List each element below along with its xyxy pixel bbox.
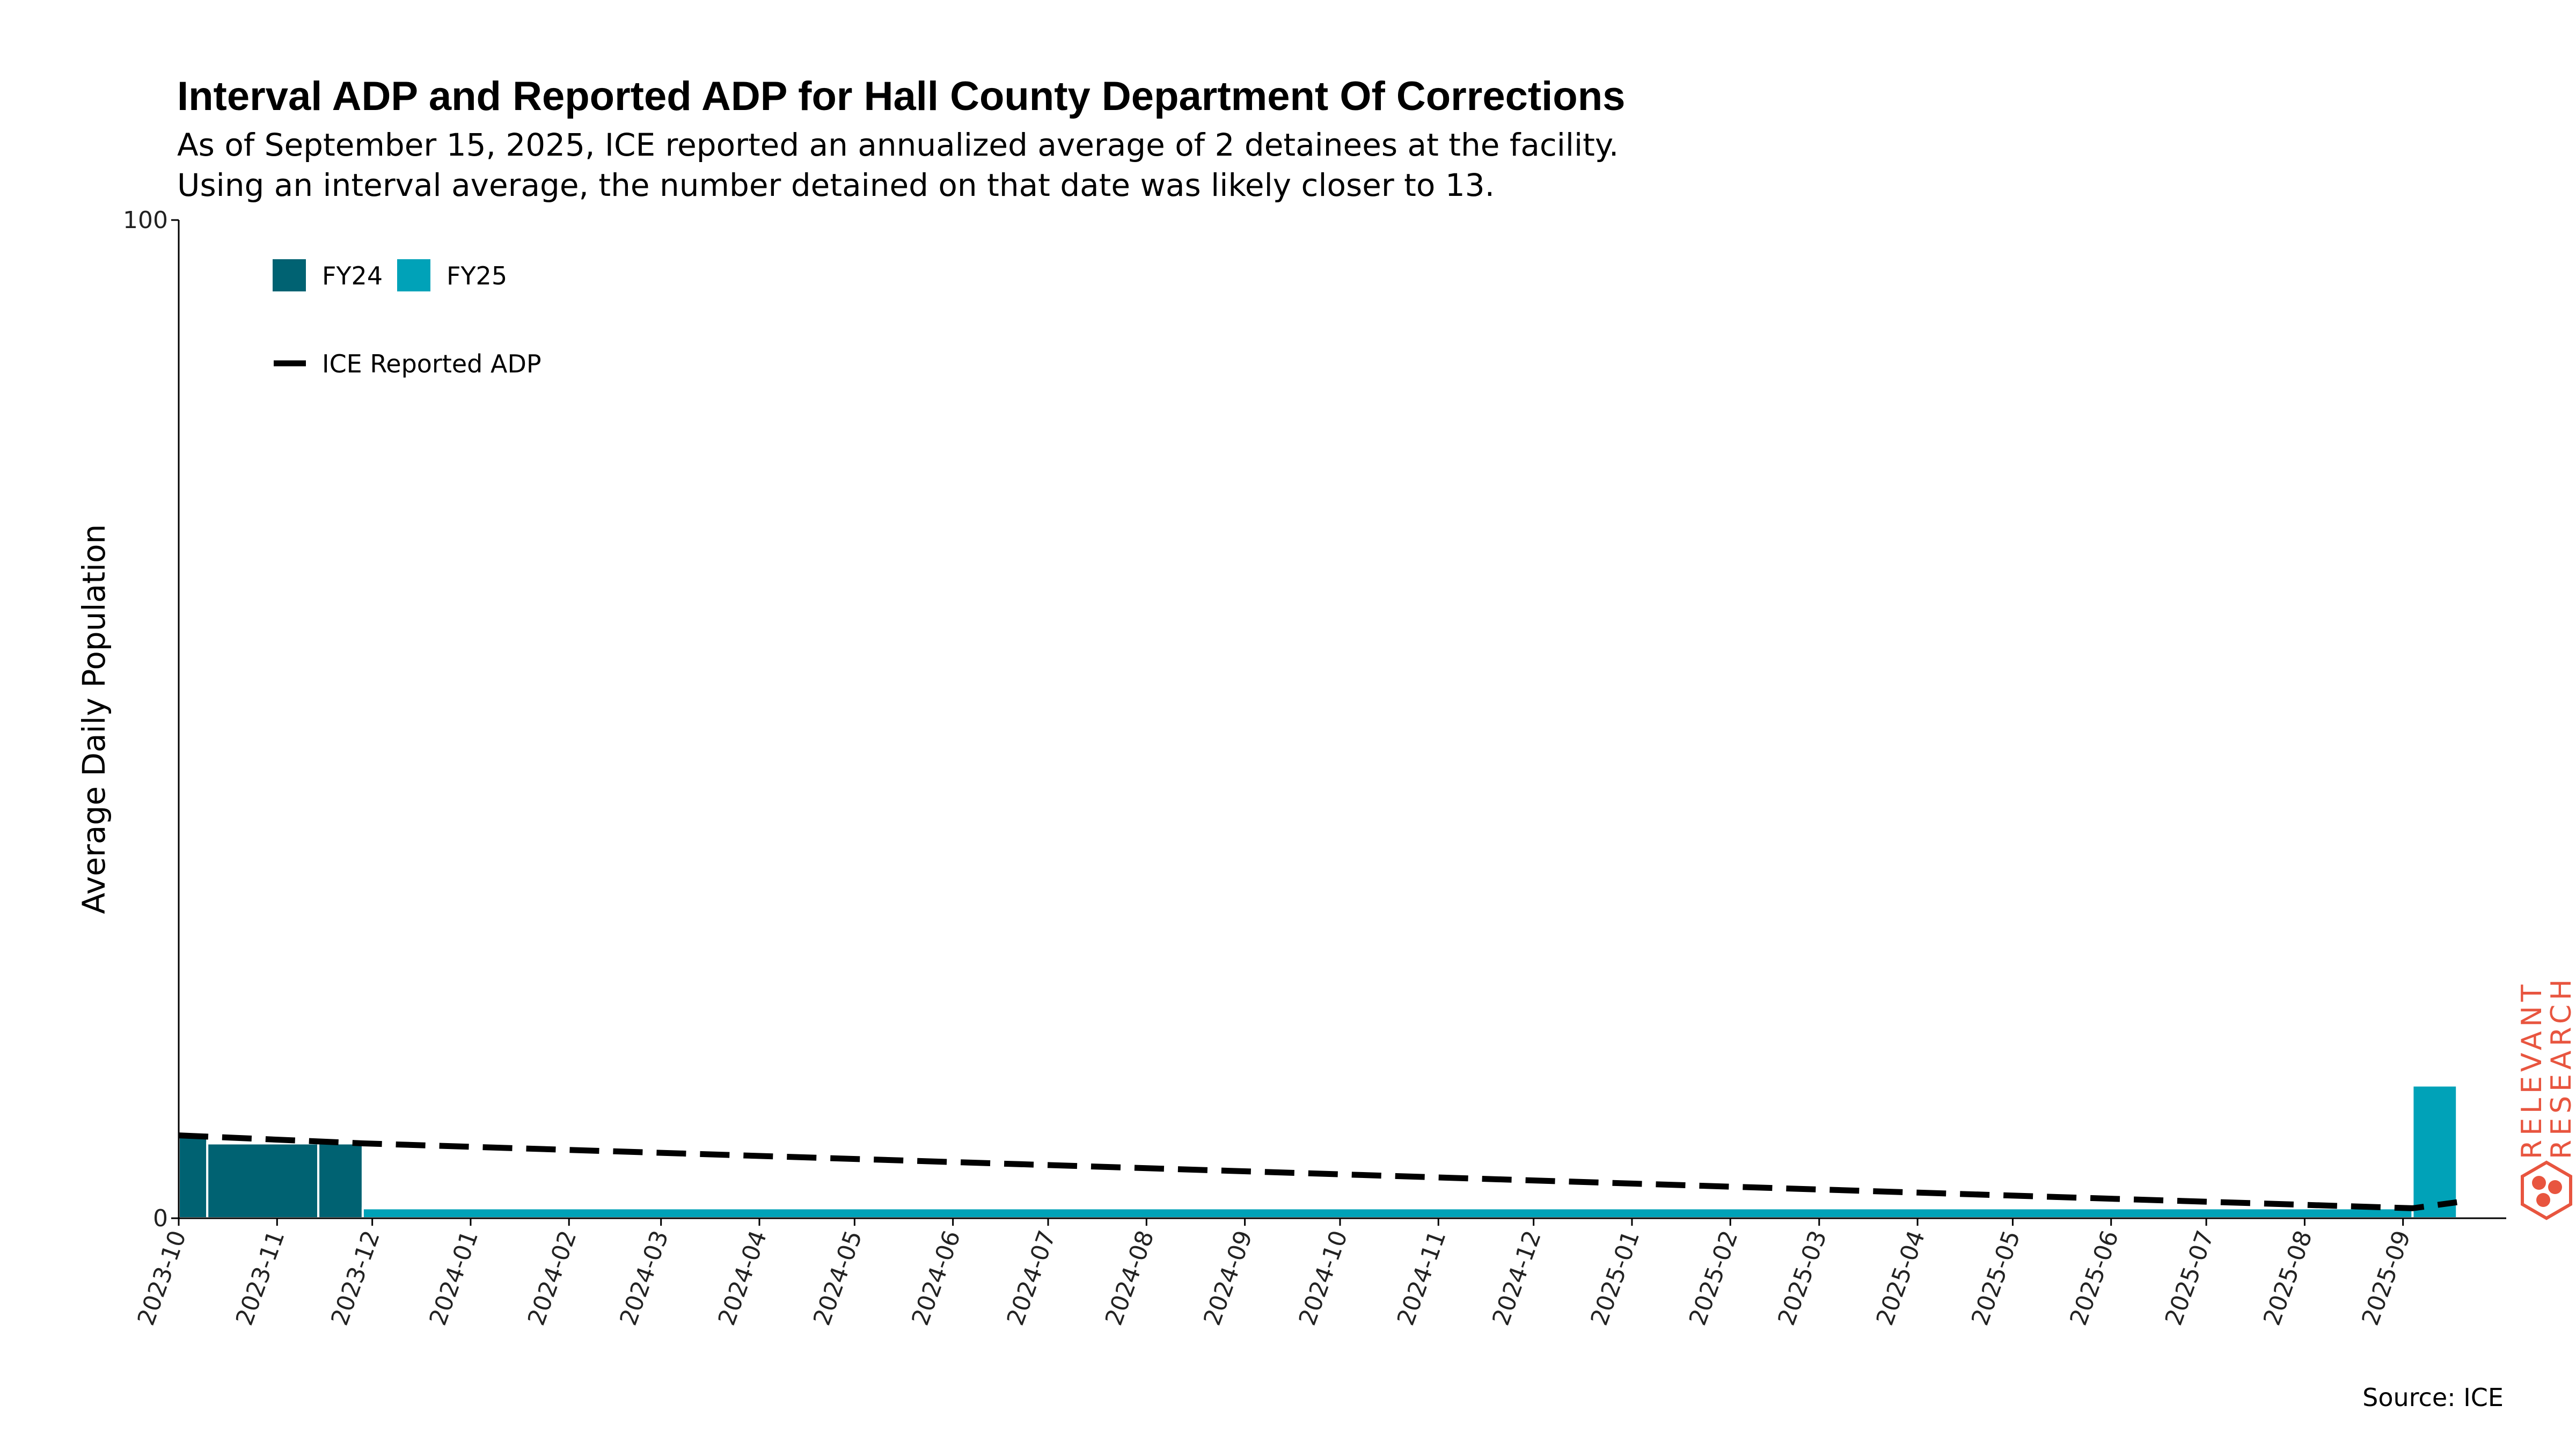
brand-hexagon-icon <box>2521 1160 2572 1220</box>
y-tick-label-1: 100 <box>123 207 168 234</box>
chart-subtitle-line-2: Using an interval average, the number de… <box>177 167 1495 203</box>
y-ticks-group: 0 100 <box>123 207 179 1232</box>
x-tick-label-2: 2023-12 <box>326 1227 385 1329</box>
bar-fy24-2 <box>317 1142 364 1219</box>
brand-text-line-1: RELEVANT <box>2516 980 2548 1159</box>
legend-swatch-fy24 <box>273 259 306 291</box>
x-tick-label-16: 2025-02 <box>1684 1227 1744 1329</box>
x-tick-label-8: 2024-06 <box>906 1227 966 1329</box>
legend-label-reported: ICE Reported ADP <box>322 349 541 378</box>
x-tick-label-12: 2024-10 <box>1294 1227 1353 1329</box>
legend-swatch-fy25 <box>397 259 430 291</box>
x-tick-label-21: 2025-07 <box>2160 1227 2220 1329</box>
x-tick-label-15: 2025-01 <box>1585 1227 1645 1329</box>
chart-subtitle-line-1: As of September 15, 2025, ICE reported a… <box>177 127 1619 163</box>
bar-fy25-1 <box>2411 1084 2458 1219</box>
x-tick-label-23: 2025-09 <box>2357 1227 2416 1329</box>
y-tick-label-0: 0 <box>153 1205 168 1232</box>
reported-adp-line <box>178 1132 2457 1211</box>
source-note: Source: ICE <box>2362 1383 2504 1412</box>
reported-line-group <box>178 1132 2457 1211</box>
x-tick-label-11: 2024-09 <box>1198 1227 1258 1329</box>
brand-logo: RELEVANT RESEARCH <box>2516 975 2576 1220</box>
x-tick-label-14: 2024-12 <box>1487 1227 1547 1329</box>
x-tick-label-9: 2024-07 <box>1002 1227 1062 1329</box>
x-tick-label-20: 2025-06 <box>2065 1227 2124 1329</box>
brand-text-line-2: RESEARCH <box>2545 975 2576 1159</box>
x-tick-label-18: 2025-04 <box>1871 1227 1931 1329</box>
bars-group <box>178 1084 2458 1219</box>
x-tick-label-17: 2025-03 <box>1773 1227 1832 1329</box>
x-tick-label-0: 2023-10 <box>133 1227 192 1329</box>
x-tick-label-3: 2024-01 <box>424 1227 484 1329</box>
legend-label-fy25: FY25 <box>447 261 507 290</box>
bar-fy24-1 <box>206 1142 320 1219</box>
x-tick-label-4: 2024-02 <box>523 1227 582 1329</box>
x-ticks-group: 2023-10 2023-11 2023-12 2024-01 2024-02 2024-… <box>133 1218 2416 1329</box>
x-tick-label-6: 2024-04 <box>713 1227 773 1329</box>
x-tick-label-5: 2024-03 <box>614 1227 674 1329</box>
x-tick-label-7: 2024-05 <box>808 1227 868 1329</box>
y-axis-label: Average Daily Population <box>76 524 112 914</box>
chart-title: Interval ADP and Reported ADP for Hall C… <box>177 74 1625 119</box>
bar-fy24-0 <box>178 1135 209 1219</box>
x-tick-label-1: 2023-11 <box>231 1227 290 1329</box>
legend: FY24 FY25 ICE Reported ADP <box>273 259 541 378</box>
legend-label-fy24: FY24 <box>322 261 383 290</box>
x-tick-label-10: 2024-08 <box>1100 1227 1160 1329</box>
x-tick-label-19: 2025-05 <box>1966 1227 2026 1329</box>
x-tick-label-13: 2024-11 <box>1392 1227 1452 1329</box>
x-tick-label-22: 2025-08 <box>2258 1227 2318 1329</box>
bar-fy25-0 <box>361 1207 2414 1219</box>
